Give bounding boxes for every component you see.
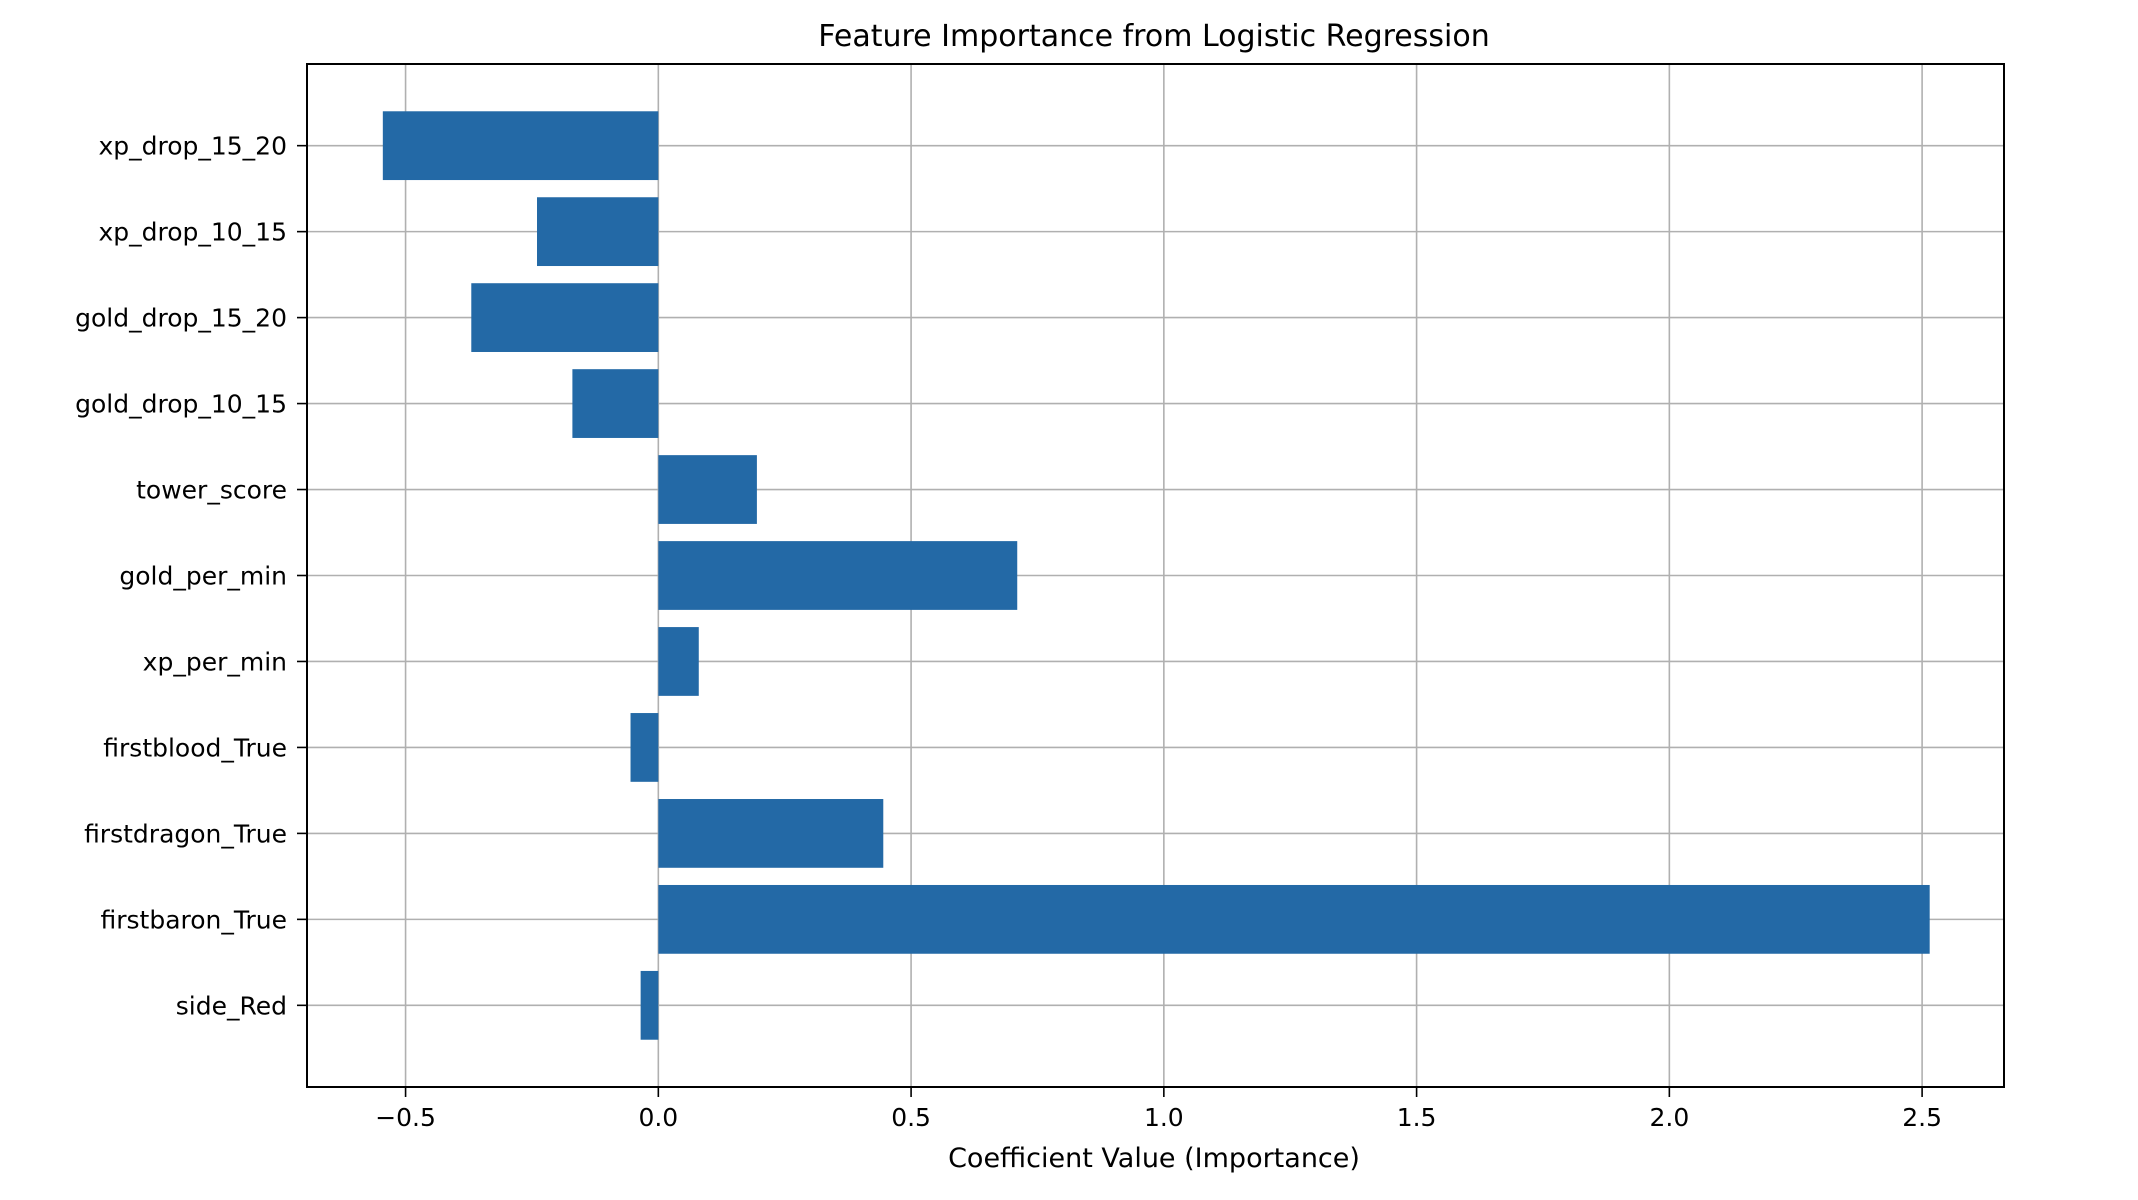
bar-tower_score: [658, 455, 757, 524]
y-tick-label: gold_per_min: [119, 562, 287, 591]
x-axis-label: Coefficient Value (Importance): [948, 1143, 1360, 1174]
x-tick-label: 2.5: [1902, 1103, 1942, 1132]
y-tick-label: firstbaron_True: [100, 905, 287, 934]
x-tick-label: 0.0: [638, 1103, 678, 1132]
bar-firstdragon_True: [658, 799, 884, 868]
x-tick-label: 1.0: [1144, 1103, 1184, 1132]
y-axis-ticks: xp_drop_15_20 xp_drop_10_15 gold_drop_15_2…: [75, 132, 307, 1020]
y-tick-label: side_Red: [176, 991, 287, 1020]
x-tick-label: 1.5: [1397, 1103, 1437, 1132]
y-tick-label: tower_score: [136, 476, 287, 505]
y-tick-label: gold_drop_15_20: [75, 304, 287, 333]
bar-gold_drop_15_20: [471, 283, 659, 352]
y-tick-label: firstblood_True: [103, 733, 287, 762]
x-tick-label: 0.5: [891, 1103, 931, 1132]
y-tick-label: firstdragon_True: [84, 819, 287, 848]
x-tick-label: −0.5: [375, 1103, 436, 1132]
x-axis-ticks: −0.5 0.0 0.5 1.0 1.5 2.0 2.5: [375, 1087, 1942, 1132]
bar-gold_drop_10_15: [572, 369, 659, 438]
y-tick-label: xp_per_min: [143, 647, 287, 676]
y-tick-label: xp_drop_10_15: [98, 218, 287, 247]
bar-xp_per_min: [658, 627, 699, 696]
y-tick-label: gold_drop_10_15: [75, 390, 287, 419]
bar-side_Red: [640, 970, 659, 1040]
y-tick-label: xp_drop_15_20: [98, 132, 287, 161]
chart-title: Feature Importance from Logistic Regress…: [818, 19, 1489, 54]
bar-gold_per_min: [658, 541, 1018, 610]
bar-xp_drop_10_15: [537, 197, 659, 267]
x-tick-label: 2.0: [1649, 1103, 1689, 1132]
bar-firstblood_True: [630, 713, 659, 782]
bar-xp_drop_15_20: [382, 111, 659, 181]
bar-firstbaron_True: [658, 884, 1930, 954]
bars: [382, 111, 1930, 1040]
